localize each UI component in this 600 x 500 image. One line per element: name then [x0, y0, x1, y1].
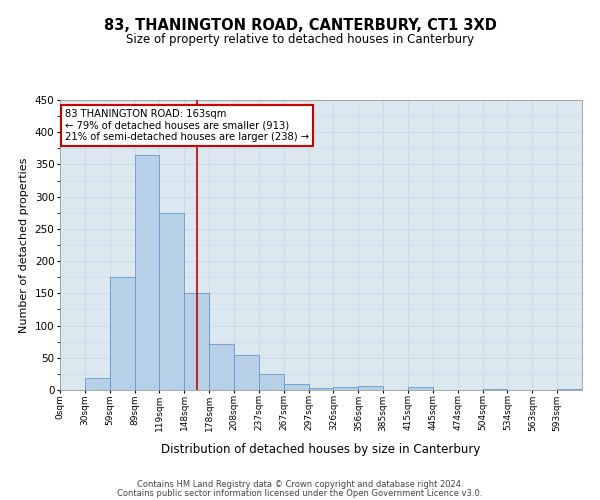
Bar: [408, 387, 433, 390]
Bar: [85, 378, 110, 390]
Text: Contains HM Land Registry data © Crown copyright and database right 2024.: Contains HM Land Registry data © Crown c…: [137, 480, 463, 489]
Bar: [334, 387, 358, 390]
Bar: [259, 374, 284, 390]
Y-axis label: Number of detached properties: Number of detached properties: [19, 158, 29, 332]
Text: Distribution of detached houses by size in Canterbury: Distribution of detached houses by size …: [161, 442, 481, 456]
Bar: [184, 294, 209, 390]
Bar: [134, 155, 160, 390]
Bar: [110, 277, 134, 390]
Text: 83, THANINGTON ROAD, CANTERBURY, CT1 3XD: 83, THANINGTON ROAD, CANTERBURY, CT1 3XD: [104, 18, 496, 32]
Bar: [209, 344, 234, 390]
Text: Size of property relative to detached houses in Canterbury: Size of property relative to detached ho…: [126, 32, 474, 46]
Bar: [358, 386, 383, 390]
Text: 83 THANINGTON ROAD: 163sqm
← 79% of detached houses are smaller (913)
21% of sem: 83 THANINGTON ROAD: 163sqm ← 79% of deta…: [65, 108, 310, 142]
Bar: [234, 354, 259, 390]
Bar: [308, 388, 334, 390]
Bar: [160, 213, 184, 390]
Text: Contains public sector information licensed under the Open Government Licence v3: Contains public sector information licen…: [118, 489, 482, 498]
Bar: [284, 384, 308, 390]
